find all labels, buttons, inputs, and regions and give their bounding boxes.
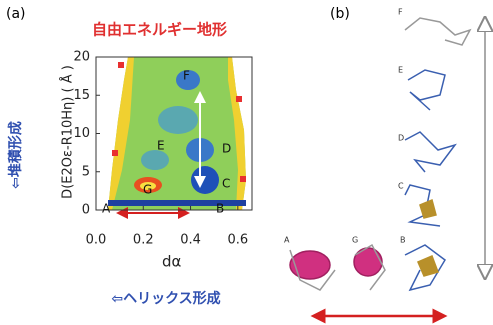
panel-label: (a) — [6, 6, 26, 22]
x-tick-label: 0.0 — [86, 233, 107, 248]
structure-label: C — [398, 182, 404, 191]
state-label: A — [102, 202, 111, 216]
y-tick-label: 0 — [82, 203, 90, 218]
structures — [290, 18, 485, 316]
figure: (a) 自由エネルギー地形 ⇦堆積形成 D(E2Oε-R10Hη) ( Å ) … — [0, 0, 493, 325]
y-tick-label: 20 — [73, 50, 90, 65]
y-tick-label: 10 — [73, 126, 90, 141]
x-note: ⇦ヘリックス形成 — [111, 290, 220, 307]
y-tick-label: 15 — [73, 88, 90, 103]
state-label: C — [222, 177, 230, 191]
structure-label: A — [284, 236, 290, 245]
x-axis-label: dα — [162, 253, 182, 271]
state-label: F — [183, 69, 190, 83]
structure-label: E — [398, 66, 403, 75]
y-note: ⇦堆積形成 — [7, 121, 24, 189]
title: 自由エネルギー地形 — [92, 21, 227, 39]
state-label: B — [216, 202, 224, 216]
state-label: D — [222, 142, 231, 156]
x-tick-label: 0.4 — [180, 233, 201, 248]
x-tick-label: 0.2 — [133, 233, 154, 248]
state-label: E — [157, 139, 165, 153]
y-tick-label: 5 — [82, 164, 90, 179]
panel-label: (b) — [330, 6, 350, 22]
structure-label: B — [400, 236, 406, 245]
structure-label: F — [398, 8, 403, 17]
structure-label: D — [398, 134, 404, 143]
structure-label: G — [352, 236, 358, 245]
x-tick-label: 0.6 — [227, 233, 248, 248]
state-label: G — [143, 183, 152, 197]
